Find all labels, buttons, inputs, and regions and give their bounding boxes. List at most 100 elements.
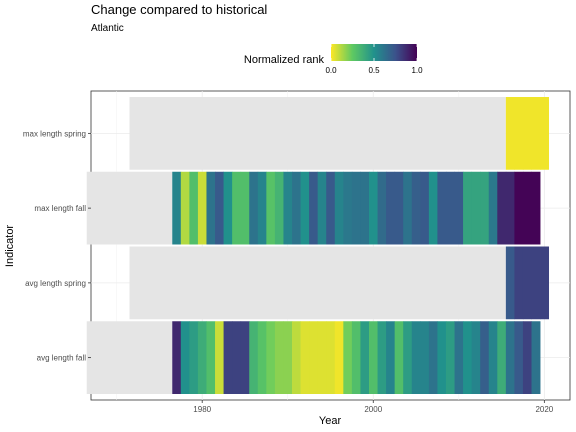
heatmap-tile xyxy=(522,246,532,320)
heatmap-tile xyxy=(480,321,490,394)
heatmap-tile xyxy=(386,321,396,394)
heatmap-tile xyxy=(488,171,498,245)
heatmap-tile xyxy=(172,321,182,394)
heatmap-tile xyxy=(257,171,267,245)
heatmap-tile xyxy=(445,171,455,245)
heatmap-tile xyxy=(394,171,404,245)
heatmap-tile xyxy=(274,171,284,245)
heatmap-tile xyxy=(377,321,387,394)
heatmap-tile xyxy=(223,321,233,394)
legend: Normalized rank 0.0 0.5 1.0 xyxy=(244,44,423,75)
heatmap-tile xyxy=(505,171,515,245)
heatmap-tile xyxy=(292,171,301,245)
heatmap-tile xyxy=(189,321,199,394)
heatmap-tile xyxy=(309,171,319,245)
heatmap-tile xyxy=(497,171,507,245)
heatmap-tile xyxy=(266,321,276,394)
heatmap-tile xyxy=(437,171,447,245)
heatmap-tile xyxy=(317,171,327,245)
missing-data-tile xyxy=(86,321,173,394)
heatmap-tile xyxy=(215,171,224,245)
x-tick-label: 1980 xyxy=(193,405,211,414)
heatmap-tile xyxy=(540,97,550,170)
heatmap-tile xyxy=(300,321,310,394)
heatmap-tile xyxy=(172,171,182,245)
heatmap-tile xyxy=(522,171,532,245)
heatmap-tile xyxy=(497,321,507,394)
heatmap-tile xyxy=(197,321,207,394)
heatmap-tile xyxy=(206,321,216,394)
heatmap-tile xyxy=(351,321,361,394)
heatmap-tile xyxy=(377,171,387,245)
heatmap-tile xyxy=(540,246,550,320)
heatmap-tile xyxy=(189,171,199,245)
heatmap-tile xyxy=(180,171,190,245)
heatmap-tile xyxy=(522,321,532,394)
heatmap-tile xyxy=(420,171,430,245)
heatmap-tile xyxy=(531,171,541,245)
heatmap-tile xyxy=(505,97,515,170)
heatmap-tile xyxy=(514,171,524,245)
heatmap-tile xyxy=(317,321,327,394)
heatmap-tile xyxy=(223,171,233,245)
y-tick-label: avg length spring xyxy=(25,279,86,288)
x-tick-label: 2020 xyxy=(535,405,553,414)
heatmap-tile xyxy=(437,321,447,394)
legend-title: Normalized rank xyxy=(244,54,325,66)
heatmap-tile xyxy=(411,321,421,394)
heatmap-tile xyxy=(471,171,481,245)
heatmap-tile xyxy=(351,171,361,245)
heatmap-tile xyxy=(240,321,250,394)
heatmap-tile xyxy=(428,321,438,394)
heatmap-tile xyxy=(343,171,353,245)
heatmap-tile xyxy=(454,171,464,245)
heatmap-tile xyxy=(249,321,259,394)
heatmap-tile xyxy=(326,321,336,394)
heatmap-tile xyxy=(283,171,293,245)
heatmap-tile xyxy=(505,246,515,320)
x-axis-title: Year xyxy=(319,415,342,427)
heatmap-tiles xyxy=(86,97,550,394)
heatmap-tile xyxy=(522,97,532,170)
y-tick-label: max length spring xyxy=(23,129,86,138)
legend-tick-label: 0.5 xyxy=(368,66,380,75)
heatmap-tile xyxy=(197,171,207,245)
heatmap-tile xyxy=(514,321,524,394)
y-tick-label: max length fall xyxy=(34,204,86,213)
heatmap-tile xyxy=(386,171,396,245)
heatmap-tile xyxy=(206,171,216,245)
heatmap-tile xyxy=(463,321,473,394)
heatmap-tile xyxy=(240,171,250,245)
heatmap-tile xyxy=(420,321,430,394)
heatmap-tile xyxy=(403,171,413,245)
heatmap-tile xyxy=(428,171,438,245)
y-axis-title: Indicator xyxy=(4,225,16,268)
missing-data-tile xyxy=(129,97,506,170)
heatmap-tile xyxy=(292,321,301,394)
y-axis: max length spring max length fall avg leng… xyxy=(23,129,91,363)
heatmap-tile xyxy=(471,321,481,394)
heatmap-tile xyxy=(257,321,267,394)
heatmap-tile xyxy=(180,321,190,394)
heatmap-tile xyxy=(480,171,490,245)
heatmap-tile xyxy=(505,321,515,394)
heatmap-tile xyxy=(368,321,378,394)
heatmap-tile xyxy=(463,171,473,245)
heatmap-tile xyxy=(368,171,378,245)
heatmap-tile xyxy=(454,321,464,394)
heatmap-tile xyxy=(266,171,276,245)
heatmap-tile xyxy=(232,321,242,394)
heatmap-tile xyxy=(488,321,498,394)
heatmap-tile xyxy=(411,171,421,245)
heatmap-tile xyxy=(360,171,370,245)
heatmap-tile xyxy=(334,171,344,245)
missing-data-tile xyxy=(86,171,173,245)
heatmap-tile xyxy=(514,97,524,170)
heatmap-tile xyxy=(334,321,344,394)
legend-tick-label: 1.0 xyxy=(411,66,423,75)
legend-tick-label: 0.0 xyxy=(325,66,337,75)
heatmap-tile xyxy=(514,246,524,320)
x-axis: 1980 2000 2020 xyxy=(193,400,554,414)
x-tick-label: 2000 xyxy=(364,405,382,414)
